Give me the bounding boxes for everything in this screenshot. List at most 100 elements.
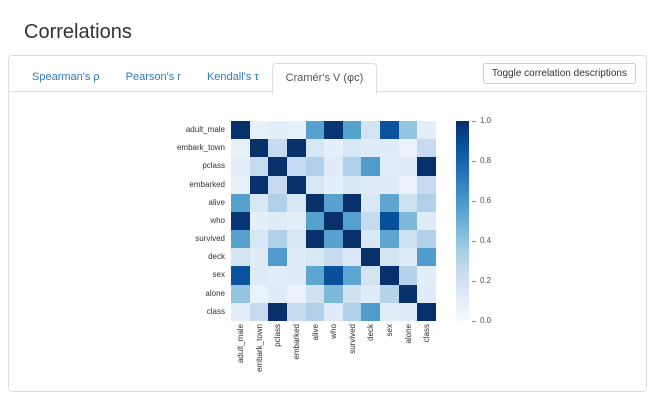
tab-pearson[interactable]: Pearson's r [125, 71, 181, 83]
heatmap-cell [398, 302, 418, 321]
colorbar-tick [472, 201, 476, 202]
heatmap-cell [361, 266, 381, 285]
heatmap-cell [305, 230, 325, 249]
heatmap-cell [417, 211, 436, 231]
heatmap-cell [286, 157, 306, 176]
heatmap-cell [342, 211, 362, 231]
heatmap-cell [268, 193, 287, 212]
heatmap-grid [231, 121, 436, 321]
heatmap-cell [286, 302, 306, 321]
heatmap-cell [361, 193, 381, 212]
tab-cramers-v[interactable]: Cramér's V (φc) [271, 63, 378, 94]
heatmap-cell [268, 139, 287, 158]
col-label: survived [347, 324, 357, 354]
heatmap-cell [249, 175, 269, 194]
heatmap-cell [417, 284, 436, 303]
heatmap-cell [361, 211, 381, 231]
col-label: deck [366, 324, 376, 341]
heatmap-cell [342, 193, 362, 212]
heatmap-cell [286, 266, 306, 285]
heatmap-cell [398, 121, 418, 140]
heatmap-cell [361, 139, 381, 158]
heatmap-cell [398, 211, 418, 231]
heatmap-row-labels: adult_male embark_town pclass embarked alive… [109, 121, 225, 321]
heatmap-cell [417, 121, 436, 140]
colorbar-tick-label: 1.0 [480, 116, 492, 125]
correlation-tabs: Spearman's ρ Pearson's r Kendall's τ Cra… [19, 63, 378, 94]
heatmap-cell [286, 175, 306, 194]
heatmap-cell [398, 230, 418, 249]
heatmap-cell [417, 139, 436, 158]
row-label: sex [212, 270, 225, 280]
heatmap-cell [380, 157, 399, 176]
heatmap-cell [361, 175, 381, 194]
heatmap-cell [268, 230, 287, 249]
heatmap-cell [380, 284, 399, 303]
heatmap-cell [324, 157, 343, 176]
row-label: pclass [202, 161, 225, 171]
heatmap-cell [398, 266, 418, 285]
heatmap-cell [398, 157, 418, 176]
heatmap-cell [286, 230, 306, 249]
row-label: class [206, 306, 225, 316]
heatmap-cell [380, 139, 399, 158]
heatmap-cell [361, 284, 381, 303]
heatmap-cell [380, 230, 399, 249]
heatmap-cell [268, 121, 287, 140]
heatmap-cell [324, 121, 343, 140]
col-label: embarked [291, 324, 301, 360]
heatmap-cell [380, 211, 399, 231]
heatmap-cell [342, 157, 362, 176]
heatmap-cell [342, 121, 362, 140]
heatmap-cell [324, 266, 343, 285]
heatmap-cell [417, 266, 436, 285]
heatmap-cell [305, 284, 325, 303]
tab-kendall[interactable]: Kendall's τ [206, 71, 259, 83]
heatmap-cell [305, 248, 325, 267]
heatmap-cell [249, 193, 269, 212]
heatmap-cell [231, 121, 250, 140]
heatmap-cell [268, 266, 287, 285]
row-label: alone [205, 288, 225, 298]
col-label: alive [310, 324, 320, 341]
heatmap-cell [398, 175, 418, 194]
heatmap-cell [324, 302, 343, 321]
heatmap-cell [249, 302, 269, 321]
tab-spearman[interactable]: Spearman's ρ [32, 71, 100, 83]
heatmap-cell [231, 302, 250, 321]
heatmap-cell [231, 266, 250, 285]
colorbar-tick-label: 0.4 [480, 236, 492, 245]
heatmap-cell [305, 157, 325, 176]
heatmap-cell [305, 193, 325, 212]
colorbar [456, 121, 469, 321]
colorbar-tick [472, 321, 476, 322]
heatmap-cell [324, 175, 343, 194]
colorbar-ticks: 1.0 0.8 0.6 0.4 0.2 0.0 [469, 117, 505, 325]
heatmap-cell [417, 175, 436, 194]
row-label: adult_male [185, 125, 225, 134]
heatmap-cell [342, 302, 362, 321]
col-label: pclass [273, 324, 283, 347]
heatmap-cell [398, 248, 418, 267]
heatmap-cell [268, 302, 287, 321]
heatmap-cell [268, 211, 287, 231]
heatmap-cell [231, 230, 250, 249]
page-title: Correlations [24, 21, 132, 44]
heatmap-cell [342, 284, 362, 303]
toggle-correlation-descriptions-button[interactable]: Toggle correlation descriptions [482, 63, 636, 84]
heatmap-cell [324, 284, 343, 303]
heatmap-cell [361, 302, 381, 321]
heatmap-cell [324, 193, 343, 212]
heatmap-cell [305, 175, 325, 194]
colorbar-tick [472, 281, 476, 282]
heatmap-cell [231, 139, 250, 158]
row-label: alive [208, 197, 225, 207]
heatmap-cell [249, 139, 269, 158]
row-label: embark_town [176, 143, 225, 153]
heatmap-cell [249, 211, 269, 231]
heatmap-col-labels: adult_male embark_town pclass embarked alive… [231, 324, 436, 396]
heatmap-cell [380, 175, 399, 194]
heatmap-cell [324, 211, 343, 231]
heatmap-cell [417, 157, 436, 176]
